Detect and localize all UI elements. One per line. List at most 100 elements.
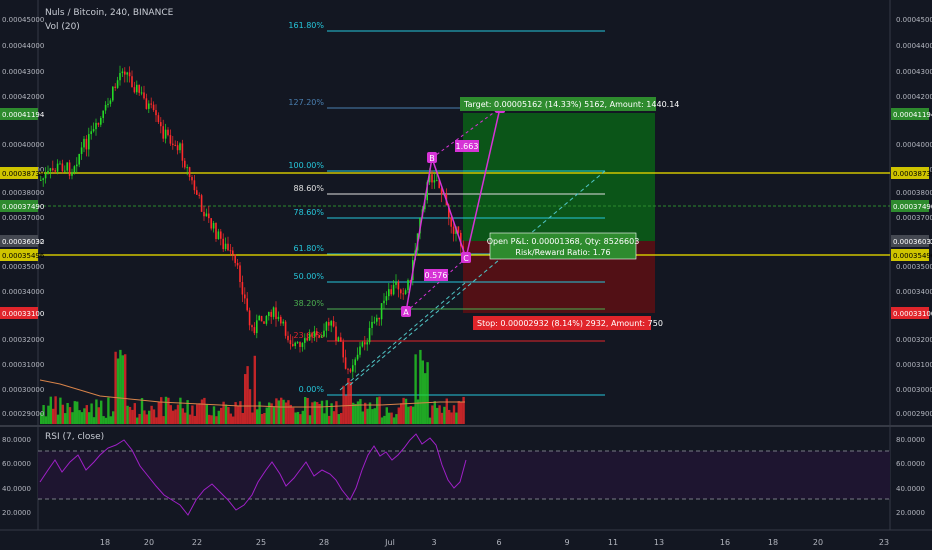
- left-price-tick: 0.00035000: [2, 263, 44, 271]
- candle-body: [148, 103, 150, 109]
- volume-bar: [150, 405, 153, 424]
- pattern-point-b: B: [427, 152, 437, 163]
- price-badge-text: 0.00037490: [893, 203, 932, 211]
- volume-bar: [234, 402, 237, 424]
- volume-bar: [342, 385, 345, 424]
- left-price-axis[interactable]: 0.00045000 0.00044000 0.00043000 0.00042000…: [0, 16, 45, 418]
- volume-bar: [265, 407, 268, 424]
- candle-body: [208, 213, 210, 219]
- candle-body: [373, 321, 376, 323]
- volume-bar: [457, 401, 460, 424]
- volume-bar: [272, 406, 276, 424]
- volume-bar: [323, 413, 326, 424]
- candle-body: [138, 84, 140, 93]
- candle-body: [188, 167, 191, 177]
- candle-body: [40, 179, 42, 181]
- candle-body: [200, 195, 203, 212]
- volume-bar: [335, 401, 338, 424]
- volume-bar: [388, 412, 391, 424]
- volume-bar: [448, 409, 451, 424]
- volume-bar: [316, 402, 319, 424]
- candle-body: [380, 303, 383, 320]
- left-price-tick: 0.00042000: [2, 93, 44, 101]
- time-tick: 22: [192, 538, 202, 547]
- candle-body: [431, 174, 433, 183]
- right-price-axis[interactable]: 0.00045000 0.00044000 0.00043000 0.00042000…: [891, 16, 932, 418]
- target-label-bg[interactable]: [460, 97, 656, 111]
- candle-body: [400, 289, 402, 294]
- volume-bar: [112, 411, 115, 424]
- open-pnl-box[interactable]: [489, 232, 637, 260]
- open-pnl-label: Open P&L: 0.00001368, Qty: 8526603: [487, 237, 640, 246]
- candle-body: [92, 129, 95, 132]
- candle-body: [251, 325, 253, 328]
- candle-body: [224, 243, 227, 250]
- candle-body: [145, 98, 148, 109]
- candle-body: [191, 176, 193, 181]
- volume-bar: [460, 401, 463, 424]
- right-price-tick: 0.00030000: [896, 386, 932, 394]
- volume-bar: [109, 416, 112, 424]
- candle-body: [102, 110, 104, 118]
- candle-body: [176, 145, 179, 151]
- pattern-point-c: C: [461, 252, 471, 263]
- price-badge-text: 0.00041194: [2, 111, 45, 119]
- candle-body: [97, 122, 100, 125]
- symbol-legend[interactable]: Nuls / Bitcoin, 240, BINANCE: [45, 8, 173, 18]
- candle-body: [316, 331, 318, 336]
- volume-bar: [224, 404, 228, 424]
- target-zone[interactable]: [463, 113, 655, 241]
- left-price-badge: 0.00033100: [0, 307, 44, 319]
- time-tick: 6: [496, 538, 501, 547]
- right-price-tick: 0.00043000: [896, 68, 932, 76]
- candle-body: [438, 180, 440, 189]
- candle-body: [248, 310, 251, 326]
- volume-legend[interactable]: Vol (20): [45, 22, 80, 32]
- volume-bar: [116, 358, 120, 424]
- volume-bar: [280, 397, 283, 424]
- candle-body: [376, 317, 378, 322]
- volume-bar: [126, 405, 129, 424]
- volume-bar: [452, 405, 456, 424]
- stop-label-bg[interactable]: [473, 316, 651, 330]
- time-tick: 3: [431, 538, 436, 547]
- candle-body: [448, 205, 450, 218]
- volume-bar: [366, 408, 369, 424]
- rsi-legend[interactable]: RSI (7, close): [45, 432, 104, 442]
- candle-body: [436, 180, 438, 182]
- candle-body: [289, 340, 292, 345]
- rsi-axis[interactable]: 80.0000 80.0000 60.0000 60.0000 40.0000 40.00…: [2, 436, 925, 517]
- abcd-pattern-line[interactable]: [405, 107, 501, 313]
- volume-bar: [397, 407, 400, 424]
- svg-text:C: C: [463, 254, 469, 263]
- rsi-label: RSI (7, close): [45, 432, 105, 442]
- svg-text:1.663: 1.663: [456, 142, 479, 151]
- left-price-tick: 0.00031000: [2, 361, 44, 369]
- volume-bar: [88, 412, 91, 424]
- right-price-badge: 0.00038739: [891, 167, 932, 179]
- volume-bar: [239, 401, 242, 424]
- right-price-tick: 0.00042000: [896, 93, 932, 101]
- volume-bar: [179, 397, 182, 424]
- volume-bar: [176, 404, 180, 424]
- candle-body: [246, 298, 248, 311]
- volume-bar: [220, 407, 223, 424]
- candle-body: [198, 194, 200, 196]
- volume-bar: [40, 412, 43, 424]
- candle-body: [119, 72, 121, 81]
- volume-bar: [138, 413, 141, 424]
- volume-bar: [80, 412, 84, 424]
- right-price-badge: 0.00036032: [891, 235, 932, 247]
- volume-bar: [292, 407, 295, 424]
- pattern-ratio-labels: 1.663 0.576: [424, 140, 479, 281]
- abcd-ratio-line-ac[interactable]: [405, 257, 467, 313]
- abcd-ratio-line-bd[interactable]: [431, 107, 501, 159]
- time-tick: 28: [319, 538, 329, 547]
- time-axis[interactable]: 18 20 22 25 28 Jul 3 6 9 11 13 16 18 20 23: [100, 538, 889, 547]
- candle-body: [232, 250, 234, 255]
- volume-bar: [119, 349, 122, 424]
- volume-bar: [275, 398, 278, 424]
- left-price-tick: 0.00045000: [2, 16, 44, 24]
